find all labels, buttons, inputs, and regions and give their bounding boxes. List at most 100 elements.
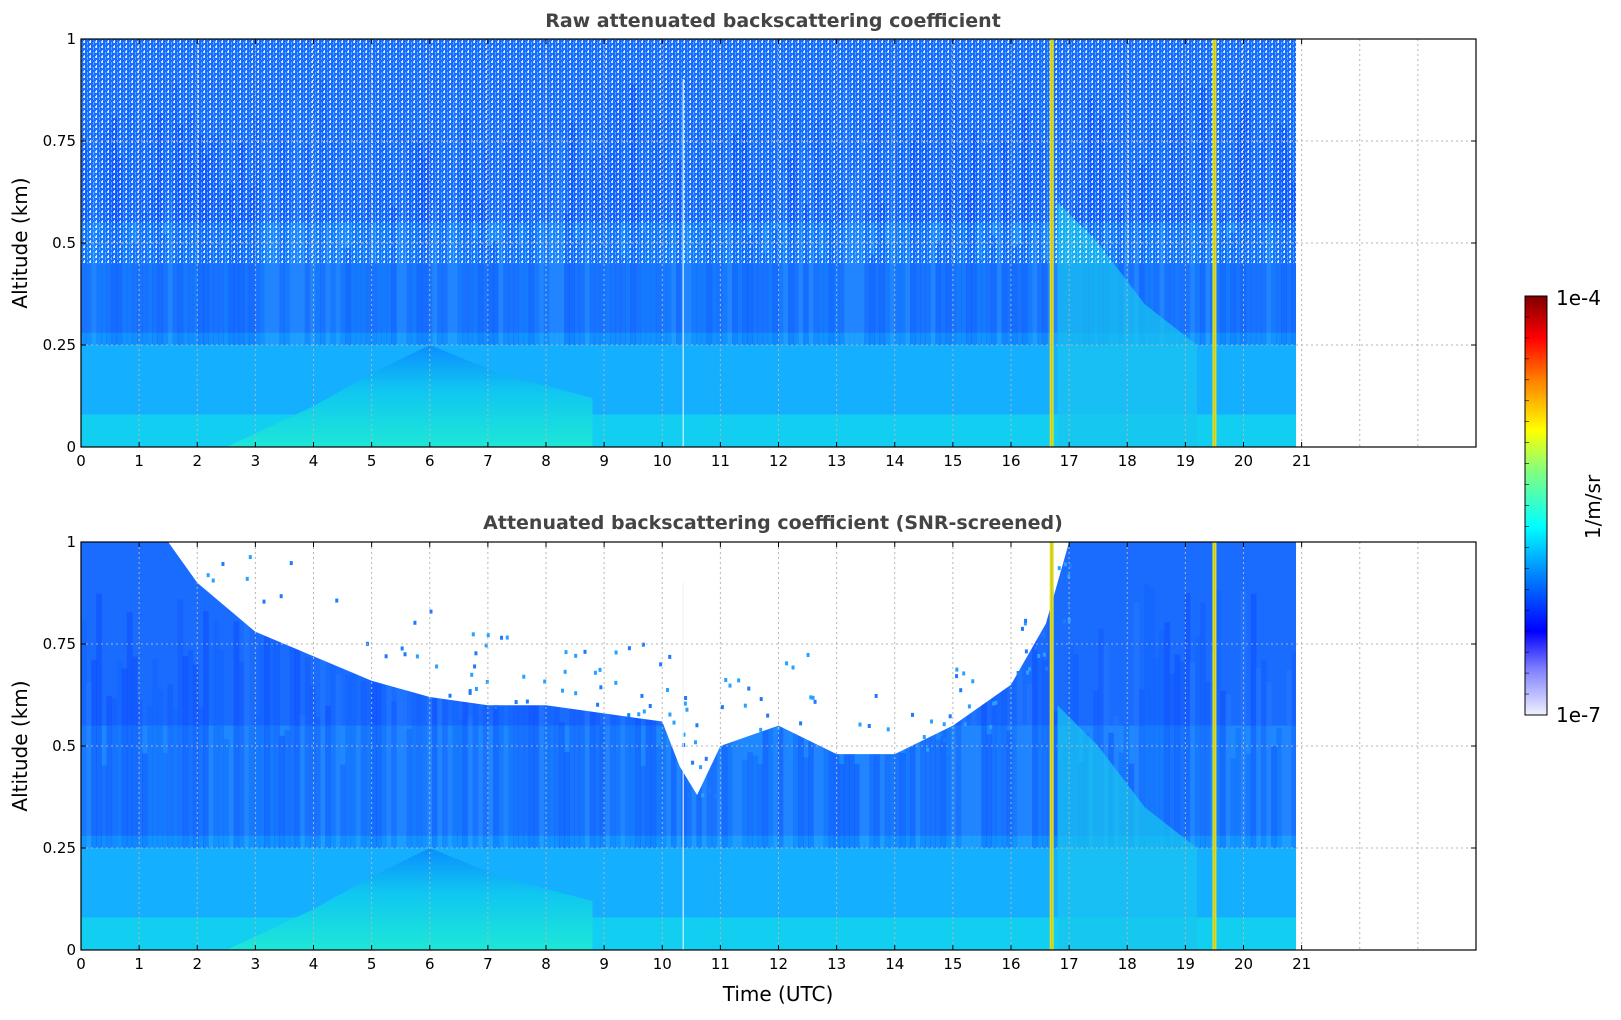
heatmap-column xyxy=(197,707,204,848)
x-tick-label: 15 xyxy=(943,452,962,470)
heatmap-speckle xyxy=(867,724,871,729)
heatmap-column xyxy=(508,223,514,345)
heatmap-column xyxy=(543,666,550,848)
heatmap-speckle xyxy=(994,700,998,705)
heatmap-column xyxy=(528,222,535,345)
heatmap-column xyxy=(915,688,921,848)
heatmap-column xyxy=(665,746,672,848)
heatmap-column xyxy=(986,734,992,848)
heatmap-speckle xyxy=(335,598,339,603)
heatmap-column xyxy=(635,602,642,848)
heatmap-column xyxy=(579,645,586,848)
heatmap-column xyxy=(910,679,916,848)
heatmap-column xyxy=(1016,612,1023,848)
heatmap-column xyxy=(142,753,148,848)
heatmap-column xyxy=(508,594,514,848)
heatmap-column xyxy=(360,220,367,345)
heatmap-column xyxy=(248,726,255,848)
data-gap-line xyxy=(682,79,684,447)
heatmap-column xyxy=(625,190,631,345)
heatmap-column xyxy=(386,604,392,848)
heatmap-column xyxy=(1250,594,1257,848)
heatmap-column xyxy=(152,659,158,848)
heatmap-column xyxy=(940,680,947,848)
heatmap-column xyxy=(1174,189,1181,345)
heatmap-column xyxy=(1250,222,1257,345)
heatmap-column xyxy=(299,715,306,848)
heatmap-column xyxy=(401,636,408,848)
x-tick-label: 13 xyxy=(827,955,846,973)
heatmap-column xyxy=(813,662,820,848)
heatmap-column xyxy=(1169,673,1176,848)
heatmap-speckle xyxy=(1016,670,1020,675)
x-tick-label: 4 xyxy=(309,955,319,973)
heatmap-column xyxy=(1143,583,1150,848)
x-tick-label: 14 xyxy=(885,452,904,470)
heatmap-column xyxy=(1052,711,1059,848)
heatmap-speckle xyxy=(939,732,943,737)
heatmap-column xyxy=(314,211,321,345)
heatmap-speckle xyxy=(886,727,890,732)
heatmap-column xyxy=(330,642,336,848)
y-tick-label: 0 xyxy=(66,438,76,456)
x-tick-label: 11 xyxy=(711,452,730,470)
heatmap-column xyxy=(492,241,499,345)
heatmap-column xyxy=(1204,681,1211,848)
heatmap-speckle xyxy=(685,707,689,712)
heatmap-speckle xyxy=(963,722,967,727)
x-tick-label: 5 xyxy=(367,452,377,470)
heatmap-speckle xyxy=(724,678,728,683)
heatmap-speckle xyxy=(1024,618,1028,623)
heatmap-column xyxy=(1271,746,1277,848)
heatmap-column xyxy=(1220,691,1226,848)
heatmap-column xyxy=(574,633,581,848)
heatmap-column xyxy=(121,225,128,345)
heatmap-column xyxy=(559,722,565,848)
heatmap-speckle xyxy=(1063,562,1067,567)
heatmap-speckle xyxy=(813,699,817,704)
heatmap-speckle xyxy=(707,789,711,794)
heatmap-column xyxy=(340,247,347,345)
heatmap-column xyxy=(325,705,331,848)
heatmap-column xyxy=(477,750,484,848)
heatmap-speckle xyxy=(1020,626,1024,631)
heatmap-speckle xyxy=(699,765,703,770)
heatmap-speckle xyxy=(691,760,695,765)
heatmap-column xyxy=(620,605,626,848)
heatmap-column xyxy=(553,604,560,848)
heatmap-speckle xyxy=(962,671,966,676)
heatmap-column xyxy=(442,218,448,345)
heatmap-column xyxy=(701,719,708,848)
heatmap-column xyxy=(482,685,489,848)
heatmap-speckle xyxy=(737,678,741,683)
heatmap-column xyxy=(1255,667,1262,848)
heatmap-column xyxy=(635,187,642,345)
heatmap-speckle xyxy=(799,721,803,726)
heatmap-speckle xyxy=(659,662,663,667)
x-tick-label: 7 xyxy=(483,452,493,470)
x-tick-label: 0 xyxy=(76,955,86,973)
heatmap-column xyxy=(96,593,102,848)
heatmap-column xyxy=(523,700,530,848)
heatmap-column xyxy=(381,645,387,848)
heatmap-column xyxy=(594,649,601,848)
heatmap-column xyxy=(991,235,998,345)
heatmap-column xyxy=(1037,657,1043,848)
heatmap-speckle xyxy=(525,699,529,704)
heatmap-column xyxy=(203,611,209,848)
heatmap-column xyxy=(599,725,606,848)
aerosol-layer xyxy=(226,345,593,447)
heatmap-speckle xyxy=(473,664,477,669)
heatmap-speckle xyxy=(728,683,732,688)
heatmap-column xyxy=(1138,689,1145,848)
heatmap-speckle xyxy=(486,633,490,638)
heatmap-column xyxy=(223,739,230,848)
x-tick-label: 19 xyxy=(1176,452,1195,470)
x-tick-label: 13 xyxy=(827,452,846,470)
heatmap-speckle xyxy=(992,701,996,706)
heatmap-column xyxy=(1016,244,1023,345)
heatmap-column xyxy=(528,612,535,848)
heatmap-column xyxy=(1286,670,1293,848)
colorbar-ticks xyxy=(1525,295,1529,716)
heatmap-speckle xyxy=(514,700,518,705)
